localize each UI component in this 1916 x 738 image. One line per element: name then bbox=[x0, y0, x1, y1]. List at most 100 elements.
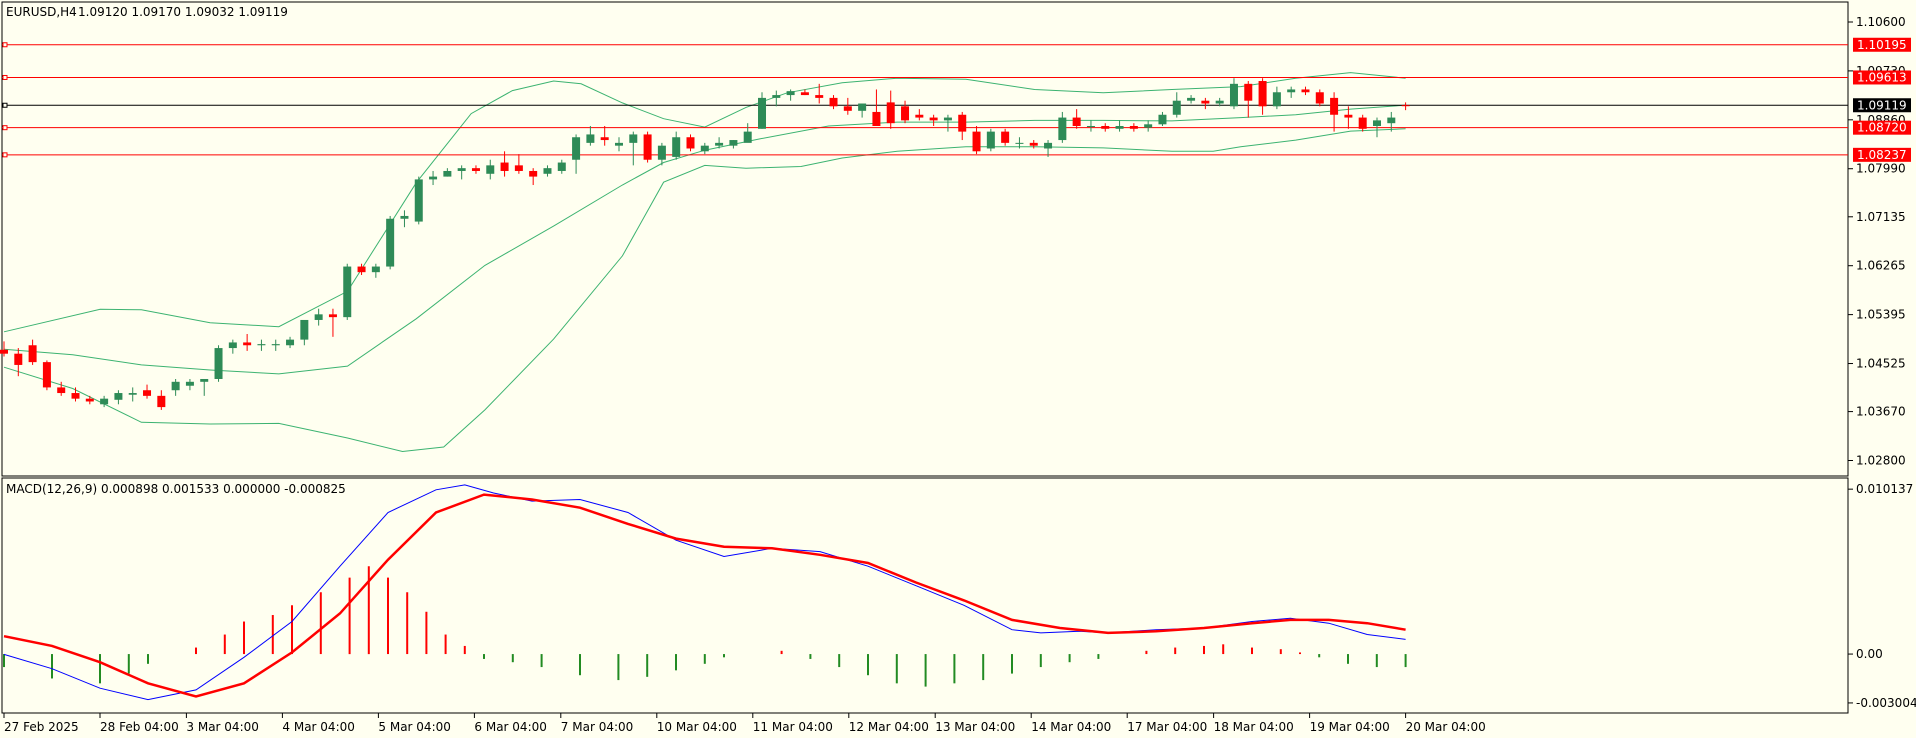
bear-candle bbox=[328, 314, 337, 318]
price-tick-label: 1.07990 bbox=[1856, 162, 1906, 176]
time-tick-label: 19 Mar 04:00 bbox=[1310, 720, 1390, 734]
bull-candle bbox=[1158, 114, 1167, 125]
price-line-tag bbox=[1853, 147, 1911, 162]
bear-candle bbox=[85, 398, 94, 402]
line-anchor-handle bbox=[2, 42, 8, 48]
bull-candle bbox=[1058, 117, 1067, 141]
time-tick-label: 7 Mar 04:00 bbox=[561, 720, 634, 734]
bear-candle bbox=[42, 362, 51, 388]
macd-label: MACD(12,26,9) 0.000898 0.001533 0.000000… bbox=[6, 482, 346, 496]
bear-candle bbox=[1344, 114, 1353, 118]
bull-candle bbox=[414, 179, 423, 222]
bear-candle bbox=[1358, 117, 1367, 129]
bull-candle bbox=[715, 142, 724, 146]
bear-candle bbox=[157, 395, 166, 408]
bull-candle bbox=[858, 103, 867, 111]
bull-candle bbox=[386, 218, 395, 267]
bull-candle bbox=[943, 117, 952, 121]
price-chart-border bbox=[1, 1, 1849, 477]
bull-candle bbox=[257, 344, 266, 346]
time-tick-label: 28 Feb 04:00 bbox=[100, 720, 179, 734]
time-tick-label: 5 Mar 04:00 bbox=[378, 720, 451, 734]
bear-candle bbox=[14, 353, 23, 365]
macd-histogram bbox=[3, 566, 1407, 687]
bear-candle bbox=[929, 117, 938, 121]
bear-candle bbox=[800, 92, 809, 96]
bull-candle bbox=[1187, 97, 1196, 101]
bear-candle bbox=[514, 165, 523, 171]
time-tick-label: 13 Mar 04:00 bbox=[935, 720, 1015, 734]
bear-candle bbox=[357, 266, 366, 273]
price-tick-label: 1.03670 bbox=[1856, 405, 1906, 419]
horizontal-line-labels: 1.10195 1.09613 1.09119 1.08720 1.08237 bbox=[1853, 37, 1911, 162]
bear-candle bbox=[28, 345, 37, 363]
bull-candle bbox=[1172, 100, 1181, 115]
price-tick-label: 1.04525 bbox=[1856, 357, 1906, 371]
bull-candle bbox=[114, 393, 123, 400]
price-chart-panel: 1.106001.097301.088601.079901.071351.062… bbox=[0, 1, 1911, 477]
bull-candle bbox=[700, 145, 709, 152]
bear-candle bbox=[1029, 142, 1038, 146]
bull-candle bbox=[1144, 124, 1153, 128]
bull-candle bbox=[614, 142, 623, 146]
bull-candle bbox=[786, 91, 795, 96]
bull-candle bbox=[1086, 125, 1095, 127]
time-tick-label: 14 Mar 04:00 bbox=[1031, 720, 1111, 734]
bull-candle bbox=[772, 95, 781, 98]
bear-candle bbox=[57, 387, 66, 394]
bear-candle bbox=[143, 390, 152, 396]
bull-candle bbox=[128, 393, 137, 395]
bull-candle bbox=[1115, 125, 1124, 129]
time-tick-label: 18 Mar 04:00 bbox=[1214, 720, 1294, 734]
price-line-tag-label: 1.08720 bbox=[1857, 121, 1907, 135]
bull-candle bbox=[200, 378, 209, 382]
bear-candle bbox=[243, 342, 252, 346]
bull-candle bbox=[371, 266, 380, 273]
bull-candle bbox=[743, 131, 752, 143]
bear-candle bbox=[0, 349, 8, 354]
bull-candle bbox=[486, 165, 495, 174]
time-tick-label: 12 Mar 04:00 bbox=[849, 720, 929, 734]
bull-candle bbox=[171, 381, 180, 391]
bear-candle bbox=[643, 134, 652, 160]
macd-tick-label: 0.00 bbox=[1856, 647, 1883, 661]
macd-tick-label: -0.003004 bbox=[1856, 696, 1916, 710]
ohlc-label: 1.09120 1.09170 1.09032 1.09119 bbox=[78, 5, 288, 19]
bull-candle bbox=[214, 348, 223, 379]
signal-line bbox=[3, 493, 1406, 698]
horizontal-lines bbox=[2, 42, 1848, 158]
price-line-tag-label: 1.09119 bbox=[1857, 98, 1907, 112]
price-line-tag-label: 1.09613 bbox=[1857, 70, 1907, 84]
bear-candle bbox=[1101, 125, 1110, 129]
bull-candle bbox=[557, 162, 566, 171]
bear-candle bbox=[872, 111, 881, 126]
bear-candle bbox=[686, 137, 695, 149]
time-tick-label: 6 Mar 04:00 bbox=[474, 720, 547, 734]
bear-candle bbox=[1001, 131, 1010, 143]
price-tick-label: 1.05395 bbox=[1856, 308, 1906, 322]
bear-candle bbox=[886, 102, 895, 124]
bull-candle bbox=[443, 170, 452, 177]
bear-candle bbox=[500, 162, 509, 171]
price-line-tag-label: 1.08237 bbox=[1857, 148, 1907, 162]
bull-candle bbox=[657, 145, 666, 160]
bear-candle bbox=[1201, 100, 1210, 104]
line-anchor-handle bbox=[2, 102, 8, 108]
bull-candle bbox=[457, 168, 466, 171]
macd-tick-label: 0.010137 bbox=[1856, 482, 1913, 496]
bull-candle bbox=[429, 176, 438, 180]
time-tick-label: 4 Mar 04:00 bbox=[282, 720, 355, 734]
bull-candle bbox=[1272, 92, 1281, 107]
bull-candle bbox=[986, 131, 995, 149]
macd-panel: 0.010137 0.00 -0.003004 MACD(12,26,9) 0.00… bbox=[1, 477, 1916, 714]
time-tick-label: 17 Mar 04:00 bbox=[1127, 720, 1207, 734]
bull-candle bbox=[586, 134, 595, 143]
bear-candle bbox=[1330, 97, 1339, 115]
bear-candle bbox=[915, 114, 924, 118]
bull-candle bbox=[400, 215, 409, 219]
bear-candle bbox=[958, 114, 967, 132]
candles bbox=[0, 78, 1410, 410]
bull-candle bbox=[729, 140, 738, 146]
bull-candle bbox=[100, 398, 109, 405]
